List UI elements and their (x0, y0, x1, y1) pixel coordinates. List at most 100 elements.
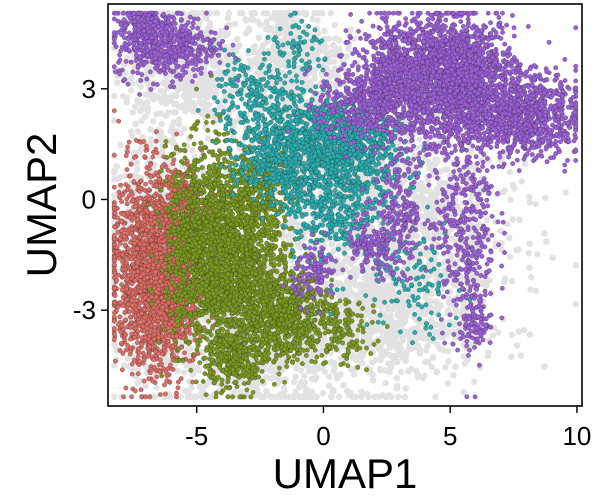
background-point (509, 181, 517, 189)
background-point (336, 36, 343, 44)
background-point (525, 250, 532, 257)
background-point (365, 273, 372, 280)
background-point (451, 281, 458, 289)
background-point (391, 243, 398, 250)
background-point (312, 376, 319, 383)
background-point (433, 271, 440, 278)
background-point (479, 281, 486, 288)
background-point (249, 16, 257, 23)
background-point (450, 372, 457, 379)
background-point (394, 345, 401, 352)
background-point (393, 323, 401, 330)
background-point (203, 103, 210, 111)
background-point (186, 101, 194, 108)
background-point (331, 364, 338, 371)
background-point (347, 260, 354, 268)
background-point (319, 390, 327, 397)
background-point (369, 359, 376, 366)
background-point (541, 363, 548, 370)
background-point (144, 108, 152, 115)
background-point (301, 379, 308, 386)
background-point (433, 368, 440, 375)
background-point (353, 272, 360, 280)
background-point (365, 306, 372, 313)
background-point (385, 282, 393, 289)
background-point (489, 332, 497, 339)
background-point (399, 333, 406, 341)
background-point (428, 319, 436, 326)
background-point (484, 216, 491, 224)
background-point (111, 192, 118, 199)
background-point (197, 98, 204, 106)
background-point (413, 367, 420, 375)
background-point (506, 234, 513, 242)
background-point (123, 98, 131, 106)
background-point (418, 184, 425, 191)
background-point (343, 53, 350, 60)
background-point (385, 306, 392, 313)
background-point (392, 331, 399, 339)
background-point (382, 393, 389, 400)
background-point (385, 360, 392, 367)
background-point (421, 196, 428, 203)
background-point (242, 16, 249, 23)
background-point (397, 368, 405, 376)
background-point (292, 373, 299, 380)
background-point (448, 235, 455, 242)
background-point (395, 393, 402, 400)
background-point (113, 163, 121, 170)
background-point (416, 346, 424, 353)
background-point (460, 389, 467, 396)
background-point (460, 353, 467, 360)
background-point (143, 91, 150, 99)
background-point (385, 314, 393, 321)
background-point (526, 331, 533, 338)
background-point (353, 266, 360, 273)
background-point (517, 352, 525, 359)
background-point (506, 168, 513, 176)
background-point (290, 378, 298, 386)
background-point (158, 120, 165, 128)
background-point (193, 365, 200, 372)
background-point (152, 393, 159, 400)
background-point (325, 35, 332, 42)
background-point (272, 10, 279, 17)
background-point (260, 10, 268, 17)
background-point (330, 42, 337, 49)
background-point (151, 92, 158, 100)
background-point (263, 388, 270, 395)
background-point (172, 92, 180, 100)
background-point (420, 334, 427, 341)
background-point (274, 393, 281, 400)
background-point (301, 372, 308, 380)
background-point (340, 381, 347, 389)
background-point (471, 378, 478, 385)
background-point (526, 264, 533, 271)
background-point (257, 21, 264, 28)
background-point (161, 96, 168, 104)
background-point (222, 32, 229, 40)
background-point (369, 377, 377, 384)
background-point (321, 27, 328, 34)
background-point (508, 353, 515, 360)
background-point (327, 10, 334, 17)
background-point (444, 380, 451, 387)
background-point (484, 352, 492, 359)
background-point (562, 189, 569, 196)
background-point (345, 45, 352, 52)
background-point (248, 10, 255, 17)
background-point (189, 147, 196, 154)
background-point (377, 367, 384, 374)
background-point (350, 393, 357, 400)
background-point (232, 20, 239, 27)
background-point (414, 373, 422, 381)
background-point (534, 251, 541, 258)
background-point (468, 147, 475, 155)
background-point (129, 109, 136, 116)
background-point (334, 280, 341, 287)
background-point (319, 10, 326, 17)
background-point (183, 80, 190, 87)
background-point (252, 56, 260, 63)
background-point (432, 393, 439, 400)
background-point (184, 393, 192, 400)
